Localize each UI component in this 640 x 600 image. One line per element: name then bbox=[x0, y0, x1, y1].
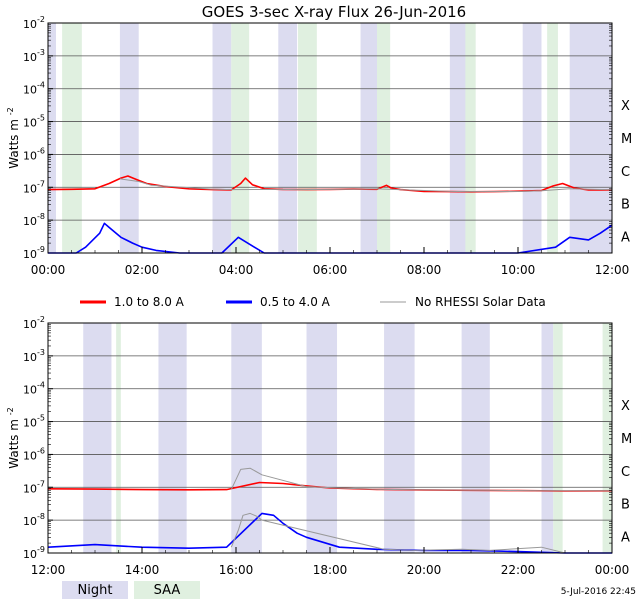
saa-band bbox=[298, 23, 317, 253]
y-tick-label: 10-9 bbox=[23, 245, 45, 261]
y-tick-label: 10-3 bbox=[23, 348, 45, 364]
y-tick-label: 10-2 bbox=[23, 15, 45, 31]
x-tick-label: 14:00 bbox=[125, 563, 160, 577]
x-tick-label: 20:00 bbox=[407, 563, 442, 577]
night-band bbox=[119, 23, 139, 253]
night-band bbox=[360, 23, 377, 253]
night-band bbox=[83, 323, 112, 553]
y-tick-label: 10-9 bbox=[23, 545, 45, 561]
legend-night-label: Night bbox=[78, 583, 113, 598]
x-tick-label: 18:00 bbox=[313, 563, 348, 577]
flare-class-label: C bbox=[621, 465, 630, 480]
legend-long-label: 1.0 to 8.0 A bbox=[114, 295, 185, 309]
y-tick-label: 10-2 bbox=[23, 315, 45, 331]
flare-class-label: X bbox=[621, 399, 630, 414]
x-tick-label: 22:00 bbox=[501, 563, 536, 577]
flare-class-label: A bbox=[621, 231, 630, 246]
saa-band bbox=[231, 23, 250, 253]
y-tick-label: 10-6 bbox=[23, 446, 45, 462]
top-panel: 10-2 10-3 10-4 10-5 10-6 10-7 10-8 10-9 X M C B A 00:… bbox=[6, 15, 632, 277]
night-band bbox=[461, 323, 490, 553]
y-tick-label: 10-6 bbox=[23, 146, 45, 162]
night-band bbox=[158, 323, 187, 553]
x-tick-label: 16:00 bbox=[219, 563, 254, 577]
y-axis-label: Watts m -2 bbox=[6, 407, 21, 468]
flare-class-label: X bbox=[621, 99, 630, 114]
bottom-panel: 10-2 10-3 10-4 10-5 10-6 10-7 10-8 10-9 X M C B A 12:… bbox=[6, 315, 632, 577]
y-axis-label: Watts m -2 bbox=[6, 107, 21, 168]
saa-band bbox=[116, 323, 121, 553]
y-tick-label: 10-5 bbox=[23, 414, 45, 430]
legend-short-label: 0.5 to 4.0 A bbox=[260, 295, 331, 309]
y-tick-label: 10-3 bbox=[23, 48, 45, 64]
x-tick-label: 00:00 bbox=[595, 563, 630, 577]
y-tick-label: 10-7 bbox=[23, 479, 45, 495]
night-band bbox=[278, 23, 298, 253]
series-line bbox=[230, 467, 612, 492]
x-tick-label: 08:00 bbox=[407, 263, 442, 277]
x-tick-label: 06:00 bbox=[313, 263, 348, 277]
night-band bbox=[384, 323, 415, 553]
saa-band bbox=[602, 323, 612, 553]
flare-class-label: A bbox=[621, 531, 630, 546]
x-tick-label: 12:00 bbox=[595, 263, 630, 277]
legend-saa-label: SAA bbox=[154, 583, 181, 598]
y-tick-label: 10-4 bbox=[23, 81, 45, 97]
saa-band bbox=[377, 23, 391, 253]
series-line bbox=[119, 178, 613, 193]
chart-title: GOES 3-sec X-ray Flux 26-Jun-2016 bbox=[202, 3, 466, 21]
y-tick-label: 10-8 bbox=[23, 512, 45, 528]
legend-gray-label: No RHESSI Solar Data bbox=[415, 295, 546, 309]
flare-class-label: C bbox=[621, 165, 630, 180]
night-band bbox=[306, 323, 338, 553]
saa-band bbox=[553, 323, 563, 553]
flare-class-label: M bbox=[621, 132, 632, 147]
x-tick-label: 12:00 bbox=[31, 563, 66, 577]
night-band bbox=[48, 23, 56, 253]
y-tick-label: 10-5 bbox=[23, 114, 45, 130]
y-tick-label: 10-8 bbox=[23, 212, 45, 228]
flare-class-label: M bbox=[621, 432, 632, 447]
legend-saa-swatch bbox=[134, 581, 200, 599]
saa-band bbox=[62, 23, 82, 253]
x-tick-label: 04:00 bbox=[219, 263, 254, 277]
band-legend: Night SAA bbox=[62, 581, 200, 599]
legend-night-swatch bbox=[62, 581, 128, 599]
night-band bbox=[212, 23, 232, 253]
series-line bbox=[230, 512, 566, 554]
series-legend: 1.0 to 8.0 A 0.5 to 4.0 A No RHESSI Sola… bbox=[80, 295, 546, 309]
night-band bbox=[522, 23, 542, 253]
saa-band bbox=[465, 23, 476, 253]
series-line bbox=[48, 222, 613, 254]
night-band bbox=[449, 23, 467, 253]
footer-date: 5-Jul-2016 22:45 bbox=[561, 587, 636, 597]
night-band bbox=[569, 23, 612, 253]
y-tick-label: 10-4 bbox=[23, 381, 45, 397]
x-tick-label: 00:00 bbox=[31, 263, 66, 277]
y-tick-label: 10-7 bbox=[23, 179, 45, 195]
series-line bbox=[47, 512, 612, 554]
flare-class-label: B bbox=[621, 198, 630, 213]
saa-band bbox=[547, 23, 558, 253]
night-band bbox=[541, 323, 554, 553]
x-tick-label: 02:00 bbox=[125, 263, 160, 277]
x-tick-label: 10:00 bbox=[501, 263, 536, 277]
flare-class-label: B bbox=[621, 498, 630, 513]
